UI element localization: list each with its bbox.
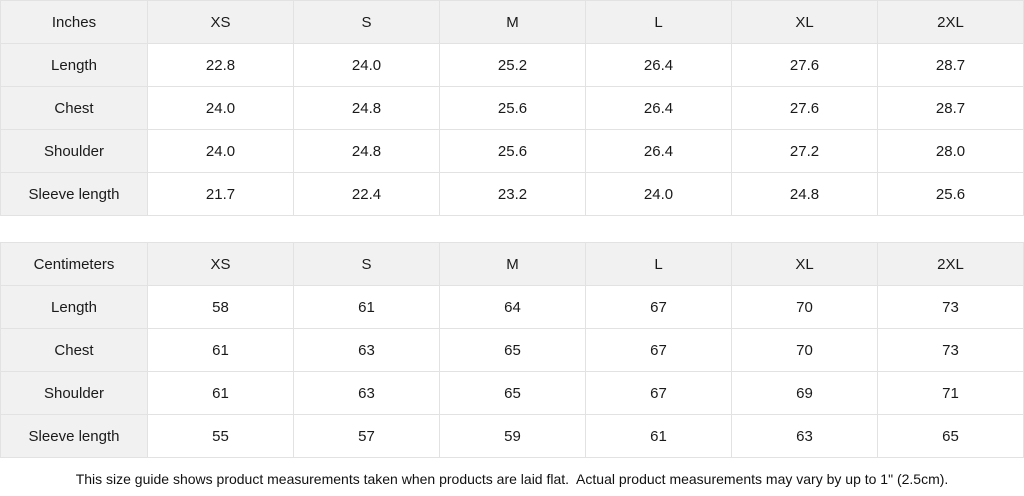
measurement-value: 23.2 [439,172,586,216]
inches-size-table: Inches XS S M L XL 2XL Length 22.8 24.0 25.2 26.4 2… [0,0,1024,216]
measurement-value: 26.4 [585,86,732,130]
measurement-label: Chest [0,328,148,372]
measurement-value: 26.4 [585,129,732,173]
measurement-value: 27.6 [731,86,878,130]
unit-header-inches: Inches [0,0,148,44]
measurement-value: 61 [293,285,440,329]
size-header-s: S [293,0,440,44]
table-row: Shoulder 24.0 24.8 25.6 26.4 27.2 28.0 [0,129,1024,173]
measurement-value: 24.0 [147,86,294,130]
table-row: Sleeve length 21.7 22.4 23.2 24.0 24.8 25.6 [0,172,1024,216]
size-header-xs: XS [147,242,294,286]
size-guide-disclaimer: This size guide shows product measuremen… [0,458,1024,496]
size-header-m: M [439,0,586,44]
table-row: Length 22.8 24.0 25.2 26.4 27.6 28.7 [0,43,1024,87]
measurement-label: Sleeve length [0,414,148,458]
size-header-row: Centimeters XS S M L XL 2XL [0,242,1024,286]
table-row: Chest 61 63 65 67 70 73 [0,328,1024,372]
size-header-2xl: 2XL [877,0,1024,44]
measurement-value: 22.4 [293,172,440,216]
size-header-2xl: 2XL [877,242,1024,286]
size-header-m: M [439,242,586,286]
measurement-value: 24.8 [293,86,440,130]
measurement-value: 73 [877,285,1024,329]
measurement-value: 55 [147,414,294,458]
measurement-value: 65 [439,328,586,372]
measurement-value: 24.0 [293,43,440,87]
measurement-value: 25.6 [439,86,586,130]
measurement-label: Sleeve length [0,172,148,216]
measurement-value: 25.6 [877,172,1024,216]
measurement-value: 65 [439,371,586,415]
measurement-value: 65 [877,414,1024,458]
size-header-xl: XL [731,242,878,286]
size-header-l: L [585,0,732,44]
measurement-value: 27.2 [731,129,878,173]
measurement-value: 59 [439,414,586,458]
measurement-value: 24.0 [147,129,294,173]
size-header-xl: XL [731,0,878,44]
measurement-value: 26.4 [585,43,732,87]
measurement-value: 24.8 [731,172,878,216]
table-row: Shoulder 61 63 65 67 69 71 [0,371,1024,415]
measurement-value: 63 [293,328,440,372]
measurement-value: 67 [585,328,732,372]
size-header-s: S [293,242,440,286]
table-row: Chest 24.0 24.8 25.6 26.4 27.6 28.7 [0,86,1024,130]
measurement-label: Length [0,285,148,329]
measurement-value: 58 [147,285,294,329]
size-header-l: L [585,242,732,286]
measurement-value: 28.0 [877,129,1024,173]
measurement-value: 70 [731,328,878,372]
table-row: Sleeve length 55 57 59 61 63 65 [0,414,1024,458]
unit-header-centimeters: Centimeters [0,242,148,286]
measurement-value: 22.8 [147,43,294,87]
measurement-value: 27.6 [731,43,878,87]
measurement-value: 61 [585,414,732,458]
size-header-xs: XS [147,0,294,44]
measurement-label: Length [0,43,148,87]
measurement-value: 24.0 [585,172,732,216]
measurement-value: 70 [731,285,878,329]
measurement-value: 67 [585,285,732,329]
measurement-value: 63 [293,371,440,415]
measurement-value: 63 [731,414,878,458]
measurement-value: 73 [877,328,1024,372]
measurement-value: 25.2 [439,43,586,87]
measurement-value: 28.7 [877,86,1024,130]
measurement-value: 61 [147,371,294,415]
measurement-value: 24.8 [293,129,440,173]
measurement-value: 69 [731,371,878,415]
measurement-value: 71 [877,371,1024,415]
measurement-value: 21.7 [147,172,294,216]
table-row: Length 58 61 64 67 70 73 [0,285,1024,329]
measurement-label: Shoulder [0,371,148,415]
measurement-value: 25.6 [439,129,586,173]
measurement-value: 61 [147,328,294,372]
measurement-value: 64 [439,285,586,329]
measurement-label: Shoulder [0,129,148,173]
measurement-value: 28.7 [877,43,1024,87]
measurement-value: 57 [293,414,440,458]
measurement-value: 67 [585,371,732,415]
size-header-row: Inches XS S M L XL 2XL [0,0,1024,44]
measurement-label: Chest [0,86,148,130]
centimeters-size-table: Centimeters XS S M L XL 2XL Length 58 61 64 67 70 73… [0,242,1024,458]
